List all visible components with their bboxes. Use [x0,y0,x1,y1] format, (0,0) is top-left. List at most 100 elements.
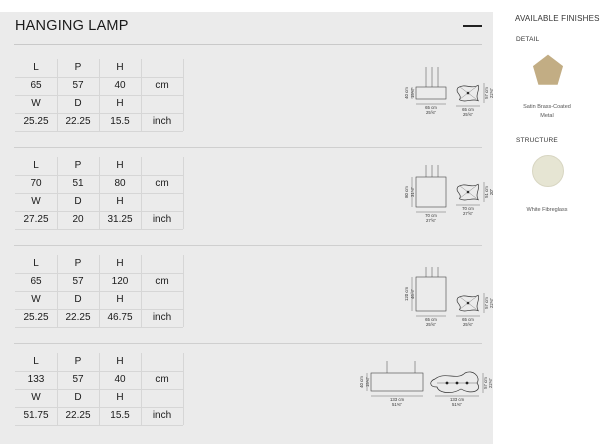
spec-table: L P H 70 51 80 cm W D H 27.25 20 31.25 inch [15,157,184,230]
spec-cell: D [74,98,82,109]
brass-swatch[interactable] [532,54,564,85]
dim-height-inch: 31⅛" [410,187,415,197]
spec-unit: inch [152,214,172,225]
spec-cell: W [31,392,41,403]
spec-table: L P H 65 57 40 cm W D H 25.25 22.25 15.5 inch [15,59,184,132]
spec-cell: 25.25 [23,312,49,323]
spec-cell: D [74,294,82,305]
dim-height-inch: 15¾" [365,377,370,387]
spec-cell: 57 [72,374,84,385]
product-row: L P H 133 57 40 cm W D H 51.75 22.25 15.5 inch 40 cm 15… [14,353,493,435]
dim-width: 133 cm [390,397,405,402]
table-divider [183,353,184,425]
spec-cell: 27.25 [23,214,49,225]
dim-depth-inch: 22⅜" [489,298,494,308]
table-divider [15,371,183,372]
dim-height: 40 cm [404,87,409,99]
dim-width-top-inch: 27⅝" [463,211,473,216]
dim-width-top: 133 cm [450,397,465,402]
spec-cell: 20 [72,214,84,225]
table-divider [15,211,183,212]
table-divider [15,229,183,230]
spec-cell: D [74,196,82,207]
spec-cell: 133 [27,374,45,385]
spec-cell: 70 [30,178,42,189]
table-divider [15,389,183,390]
product-row: L P H 65 57 120 cm W D H 25.25 22.25 46.75 inch 120 cm… [14,255,494,337]
spec-cell: 65 [30,276,42,287]
spec-unit: inch [152,312,172,323]
spec-cell: 80 [114,178,126,189]
spec-unit: cm [155,178,169,189]
table-divider [15,131,183,132]
spec-unit: cm [155,276,169,287]
dim-depth: 57 cm [484,297,489,309]
spec-cell: 15.5 [110,410,130,421]
spec-cell: P [74,160,82,171]
dim-width-inch: 25⅝" [426,110,436,115]
title-divider [14,44,482,45]
dim-width-top-inch: 51⅜" [452,402,462,407]
spec-unit: cm [155,374,169,385]
dim-width-top-inch: 25⅝" [463,112,473,117]
spec-cell: 40 [114,80,126,91]
spec-cell: H [116,258,124,269]
product-panel: HANGING LAMP L P H 65 57 40 cm W D H 25.25 22.25 15.… [0,12,494,444]
spec-cell: 22.25 [65,116,91,127]
spec-table: L P H 65 57 120 cm W D H 25.25 22.25 46.75 inch [15,255,184,328]
dim-height-inch: 46⅞" [410,289,415,299]
dim-height: 120 cm [404,287,409,302]
dim-width-top: 65 cm [462,317,474,322]
dim-width: 65 cm [425,105,437,110]
spec-cell: H [116,62,124,73]
dim-height: 80 cm [404,186,409,198]
collapse-icon[interactable] [463,25,482,27]
spec-cell: L [33,258,39,269]
table-divider [15,193,183,194]
dim-depth: 57 cm [483,377,488,389]
spec-cell: 25.25 [23,116,49,127]
spec-cell: P [74,356,82,367]
spec-cell: D [74,392,82,403]
spec-cell: 40 [114,374,126,385]
table-divider [183,157,184,229]
spec-cell: 22.25 [65,312,91,323]
product-row: L P H 65 57 40 cm W D H 25.25 22.25 15.5 inch 40 cm 15¾… [14,59,494,141]
spec-cell: 120 [111,276,129,287]
spec-cell: 22.25 [65,410,91,421]
section-title: HANGING LAMP [15,18,129,34]
spec-cell: P [74,258,82,269]
structure-title: STRUCTURE [516,137,558,144]
spec-unit: cm [155,80,169,91]
table-divider [15,425,183,426]
spec-cell: 57 [72,80,84,91]
spec-cell: 51 [72,178,84,189]
table-divider [15,309,183,310]
fibreglass-swatch[interactable] [532,155,564,187]
dim-height-inch: 15¾" [410,88,415,98]
dim-depth-inch: 22⅜" [489,88,494,98]
table-divider [183,255,184,327]
structure-finish-label: White Fibreglass [526,207,568,213]
table-divider [183,59,184,131]
dim-depth: 51 cm [484,186,489,198]
spec-cell: H [116,98,124,109]
spec-cell: H [116,392,124,403]
spec-cell: H [116,196,124,207]
product-row: L P H 70 51 80 cm W D H 27.25 20 31.25 inch 80 cm 31⅛" 7… [14,157,494,239]
spec-cell: L [33,62,39,73]
spec-cell: H [116,160,124,171]
spec-cell: 65 [30,80,42,91]
spec-cell: H [116,294,124,305]
dim-depth-inch: 22⅜" [488,378,493,388]
spec-unit: inch [152,116,172,127]
spec-cell: L [33,160,39,171]
row-divider [14,147,482,148]
table-divider [15,407,183,408]
dim-width-inch: 27⅝" [426,218,436,223]
